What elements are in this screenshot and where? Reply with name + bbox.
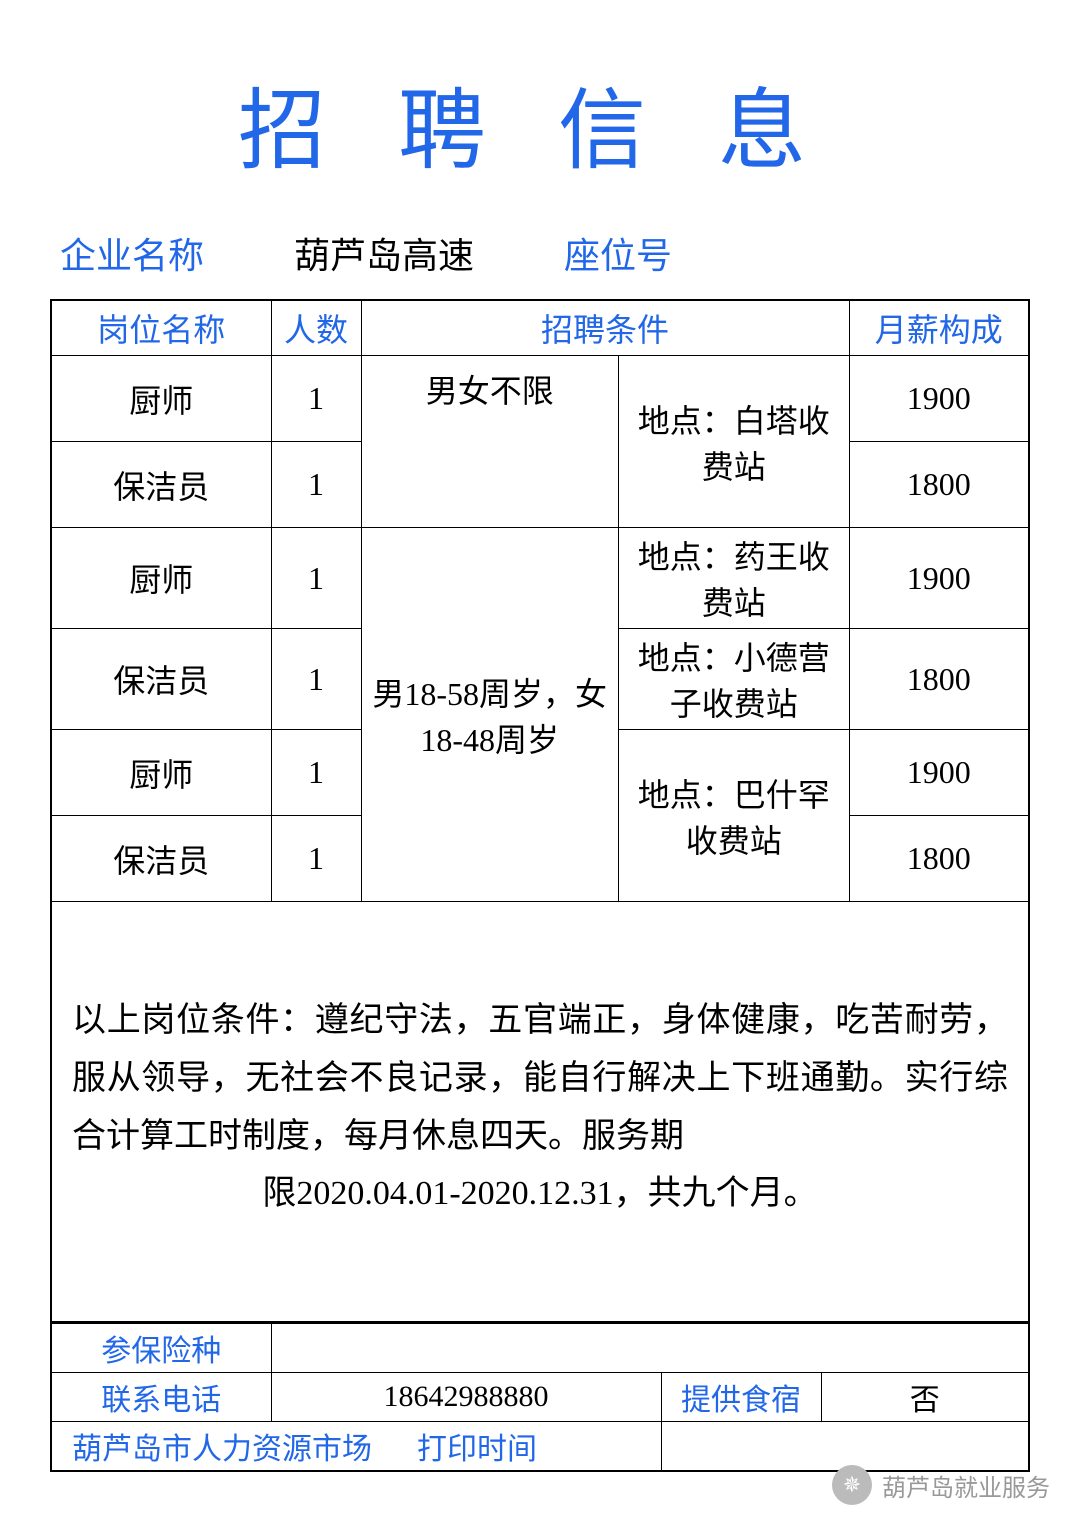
company-name: 葫芦岛高速 [294,227,474,279]
cell-count: 1 [271,356,361,442]
page-title: 招聘信息 [50,60,1030,187]
wechat-name: 葫芦岛就业服务 [882,1468,1050,1503]
col-salary: 月薪构成 [849,300,1029,356]
table-header-row: 岗位名称 人数 招聘条件 月薪构成 [51,300,1029,356]
col-condition: 招聘条件 [361,300,849,356]
cell-position: 保洁员 [51,629,271,730]
lodging-value: 否 [821,1372,1029,1421]
cell-location-2: 地点：药王收费站 [618,528,849,629]
col-position: 岗位名称 [51,300,271,356]
cell-salary: 1900 [849,356,1029,442]
cell-salary: 1800 [849,442,1029,528]
col-count: 人数 [271,300,361,356]
table-row: 厨师 1 男女不限 地点：白塔收费站 1900 [51,356,1029,442]
cell-count: 1 [271,816,361,902]
cell-salary: 1900 [849,528,1029,629]
phone-row: 联系电话 18642988880 提供食宿 否 [51,1372,1029,1421]
cell-location-3: 地点：小德营子收费站 [618,629,849,730]
insurance-label: 参保险种 [51,1323,271,1372]
phone-label: 联系电话 [51,1372,271,1421]
table-row: 厨师 1 男18-58周岁，女18-48周岁 地点：药王收费站 1900 [51,528,1029,629]
notes-text-1: 以上岗位条件：遵纪守法，五官端正，身体健康，吃苦耐劳，服从领导，无社会不良记录，… [72,992,1008,1165]
cell-salary: 1900 [849,730,1029,816]
insurance-value [271,1323,1029,1372]
cell-position: 保洁员 [51,816,271,902]
cell-count: 1 [271,528,361,629]
market-print-cell: 葫芦岛市人力资源市场 打印时间 [51,1421,661,1471]
cell-position: 保洁员 [51,442,271,528]
print-row: 葫芦岛市人力资源市场 打印时间 [51,1421,1029,1471]
cell-location-4: 地点：巴什罕收费站 [618,730,849,902]
cell-count: 1 [271,629,361,730]
phone-value: 18642988880 [271,1372,661,1421]
print-time-label: 打印时间 [417,1433,537,1466]
cell-gender: 男女不限 [361,356,618,528]
footer-table: 参保险种 联系电话 18642988880 提供食宿 否 葫芦岛市人力资源市场 … [50,1323,1030,1472]
notes-row: 以上岗位条件：遵纪守法，五官端正，身体健康，吃苦耐劳，服从领导，无社会不良记录，… [51,902,1029,1322]
cell-position: 厨师 [51,730,271,816]
cell-count: 1 [271,730,361,816]
cell-age: 男18-58周岁，女18-48周岁 [361,528,618,902]
lodging-label: 提供食宿 [661,1372,821,1421]
seat-label: 座位号 [564,227,672,279]
cell-position: 厨师 [51,356,271,442]
cell-count: 1 [271,442,361,528]
cell-position: 厨师 [51,528,271,629]
wechat-icon: ✵ [832,1465,872,1505]
company-row: 企业名称 葫芦岛高速 座位号 [50,227,1030,279]
insurance-row: 参保险种 [51,1323,1029,1372]
market-label: 葫芦岛市人力资源市场 [72,1433,372,1466]
company-label: 企业名称 [60,227,204,279]
cell-salary: 1800 [849,629,1029,730]
jobs-table: 岗位名称 人数 招聘条件 月薪构成 厨师 1 男女不限 地点：白塔收费站 190… [50,299,1030,1323]
wechat-badge: ✵ 葫芦岛就业服务 [832,1465,1050,1505]
print-time-value [661,1421,1029,1471]
notes-cell: 以上岗位条件：遵纪守法，五官端正，身体健康，吃苦耐劳，服从领导，无社会不良记录，… [51,902,1029,1322]
cell-salary: 1800 [849,816,1029,902]
cell-location-1: 地点：白塔收费站 [618,356,849,528]
notes-text-2: 限2020.04.01-2020.12.31，共九个月。 [72,1165,1008,1223]
